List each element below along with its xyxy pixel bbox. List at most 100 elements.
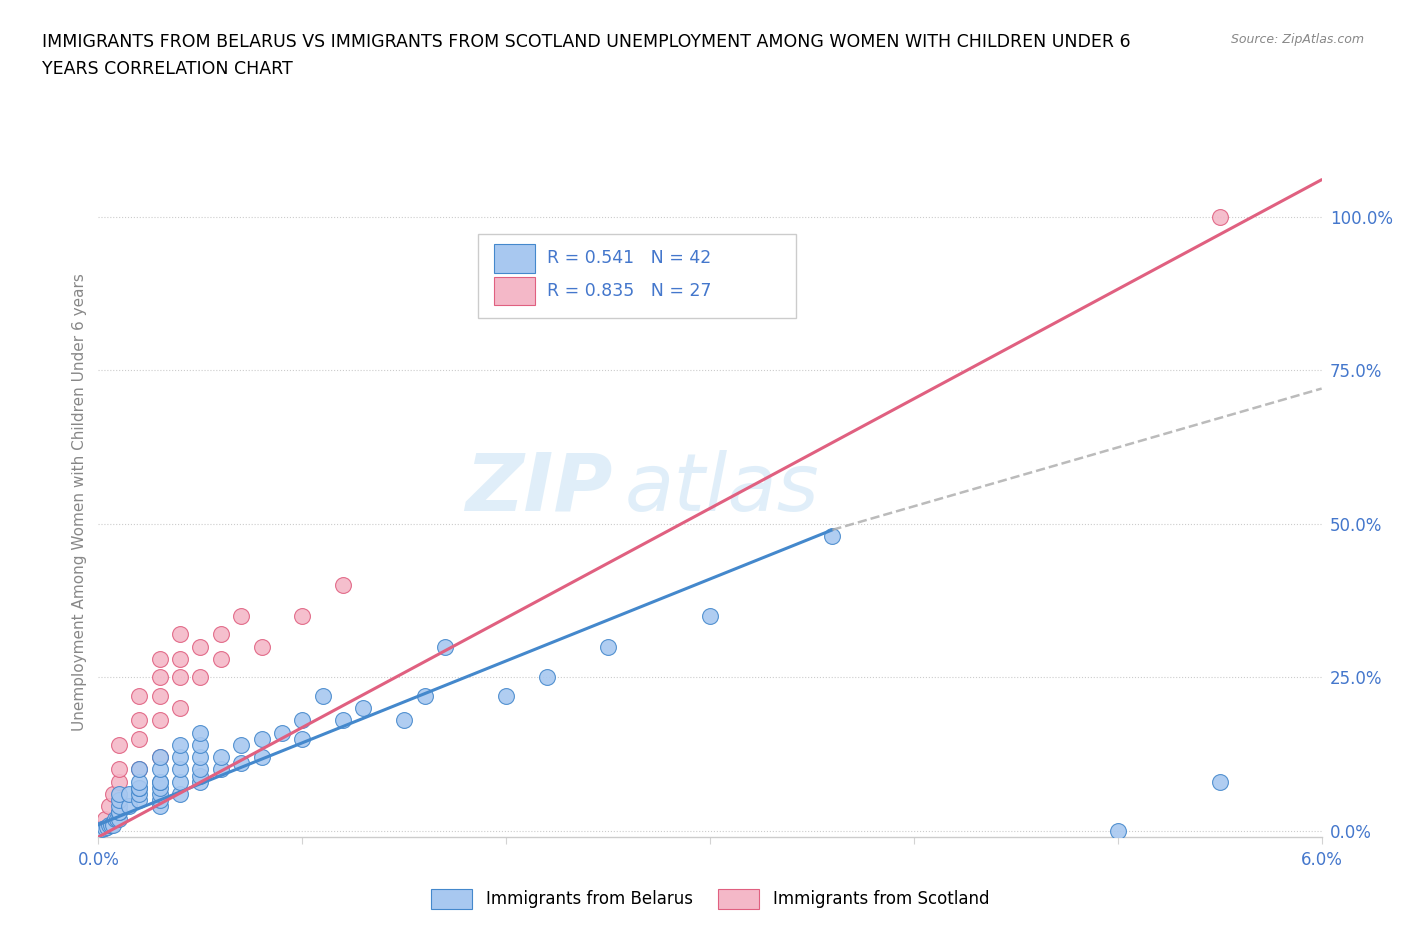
Point (149, 780, 172, 795)
Point (149, 712, 172, 727)
Text: R = 0.835   N = 27: R = 0.835 N = 27 (547, 282, 711, 299)
Point (291, 731, 314, 746)
Point (96, 819, 118, 834)
Point (169, 750, 191, 764)
Point (231, 737, 253, 752)
Point (291, 608, 314, 623)
Point (108, 805, 131, 820)
Point (188, 775, 212, 790)
Point (128, 787, 150, 802)
Point (149, 688, 172, 703)
Point (231, 756, 253, 771)
Point (128, 792, 150, 807)
Point (108, 792, 131, 807)
Point (118, 787, 141, 802)
Point (108, 775, 131, 790)
Point (1208, 209, 1232, 224)
Point (104, 811, 127, 826)
Point (433, 639, 456, 654)
Point (392, 712, 416, 727)
Point (108, 787, 131, 802)
Point (169, 627, 191, 642)
Legend: Immigrants from Belarus, Immigrants from Scotland: Immigrants from Belarus, Immigrants from… (425, 882, 995, 916)
Point (128, 762, 150, 777)
Point (149, 651, 172, 666)
Point (188, 750, 212, 764)
Point (209, 762, 232, 777)
Point (97, 817, 120, 832)
Point (149, 787, 172, 802)
Point (108, 762, 131, 777)
Point (209, 651, 232, 666)
Point (495, 688, 517, 703)
Point (118, 799, 141, 814)
Point (108, 805, 131, 820)
Point (149, 670, 172, 684)
Point (699, 608, 721, 623)
Point (149, 775, 172, 790)
Point (149, 799, 172, 814)
Point (169, 775, 191, 790)
Point (250, 731, 273, 746)
Point (128, 762, 150, 777)
Point (128, 780, 150, 795)
Text: R = 0.541   N = 42: R = 0.541 N = 42 (547, 249, 711, 268)
Point (536, 670, 558, 684)
Point (93, 811, 115, 826)
Y-axis label: Unemployment Among Women with Children Under 6 years: Unemployment Among Women with Children U… (72, 273, 87, 731)
Point (101, 817, 124, 832)
Point (149, 792, 172, 807)
Point (188, 639, 212, 654)
Point (598, 639, 620, 654)
Point (108, 811, 131, 826)
Point (149, 775, 172, 790)
Point (332, 578, 354, 592)
Point (188, 725, 212, 740)
FancyBboxPatch shape (494, 276, 536, 305)
Point (821, 528, 844, 543)
Point (231, 608, 253, 623)
Point (188, 768, 212, 783)
Point (1107, 823, 1129, 838)
Text: YEARS CORRELATION CHART: YEARS CORRELATION CHART (42, 60, 292, 78)
Point (128, 731, 150, 746)
Point (108, 799, 131, 814)
FancyBboxPatch shape (478, 234, 796, 318)
Point (188, 737, 212, 752)
Text: Source: ZipAtlas.com: Source: ZipAtlas.com (1230, 33, 1364, 46)
Point (169, 651, 191, 666)
Point (169, 737, 191, 752)
Point (1208, 775, 1232, 790)
Point (311, 688, 335, 703)
Point (93, 820, 115, 835)
Point (169, 670, 191, 684)
Point (105, 811, 128, 826)
Point (413, 688, 436, 703)
Point (97, 799, 120, 814)
Point (250, 639, 273, 654)
Point (108, 737, 131, 752)
FancyBboxPatch shape (494, 245, 536, 272)
Point (101, 787, 124, 802)
Point (128, 712, 150, 727)
Text: IMMIGRANTS FROM BELARUS VS IMMIGRANTS FROM SCOTLAND UNEMPLOYMENT AMONG WOMEN WIT: IMMIGRANTS FROM BELARUS VS IMMIGRANTS FR… (42, 33, 1130, 50)
Point (149, 762, 172, 777)
Point (169, 700, 191, 715)
Point (209, 750, 232, 764)
Point (352, 700, 374, 715)
Point (209, 627, 232, 642)
Point (188, 762, 212, 777)
Point (332, 712, 354, 727)
Point (291, 712, 314, 727)
Point (169, 787, 191, 802)
Point (100, 817, 122, 832)
Point (128, 775, 150, 790)
Point (149, 750, 172, 764)
Point (128, 688, 150, 703)
Point (250, 750, 273, 764)
Point (169, 762, 191, 777)
Point (128, 780, 150, 795)
Point (188, 670, 212, 684)
Point (149, 750, 172, 764)
Text: atlas: atlas (624, 450, 820, 528)
